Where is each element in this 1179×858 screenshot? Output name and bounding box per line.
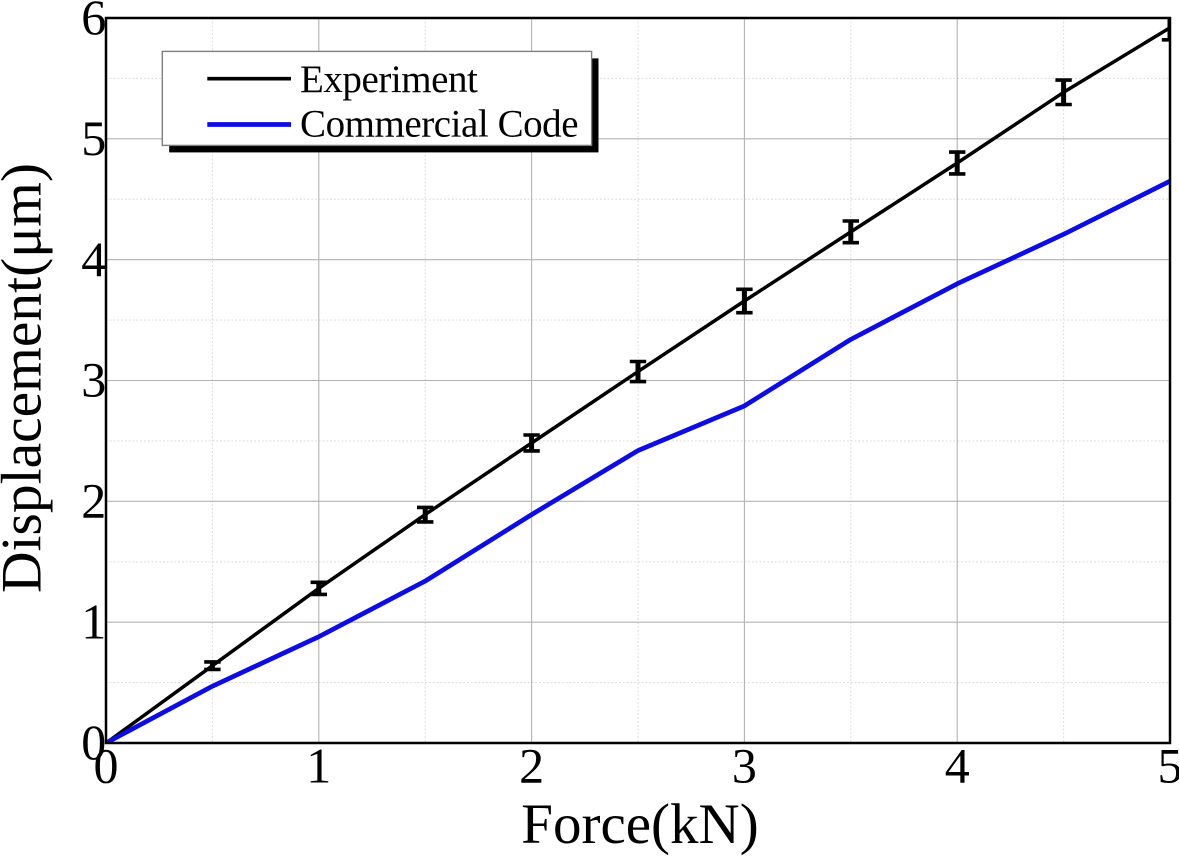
svg-text:1: 1 xyxy=(81,593,106,649)
svg-text:3: 3 xyxy=(81,352,106,408)
svg-text:5: 5 xyxy=(81,110,106,166)
svg-text:0: 0 xyxy=(81,714,106,770)
svg-text:6: 6 xyxy=(81,0,106,45)
svg-text:2: 2 xyxy=(519,737,544,793)
svg-text:Commercial Code: Commercial Code xyxy=(300,103,578,146)
svg-text:1: 1 xyxy=(306,737,331,793)
svg-text:Experiment: Experiment xyxy=(300,58,478,101)
svg-text:0: 0 xyxy=(94,737,119,793)
svg-text:Displacement(μm): Displacement(μm) xyxy=(0,163,54,593)
svg-text:4: 4 xyxy=(81,231,106,287)
svg-text:Force(kN): Force(kN) xyxy=(521,793,758,856)
svg-text:3: 3 xyxy=(732,737,757,793)
svg-text:2: 2 xyxy=(81,473,106,529)
svg-text:4: 4 xyxy=(945,737,970,793)
svg-text:5: 5 xyxy=(1158,737,1179,793)
